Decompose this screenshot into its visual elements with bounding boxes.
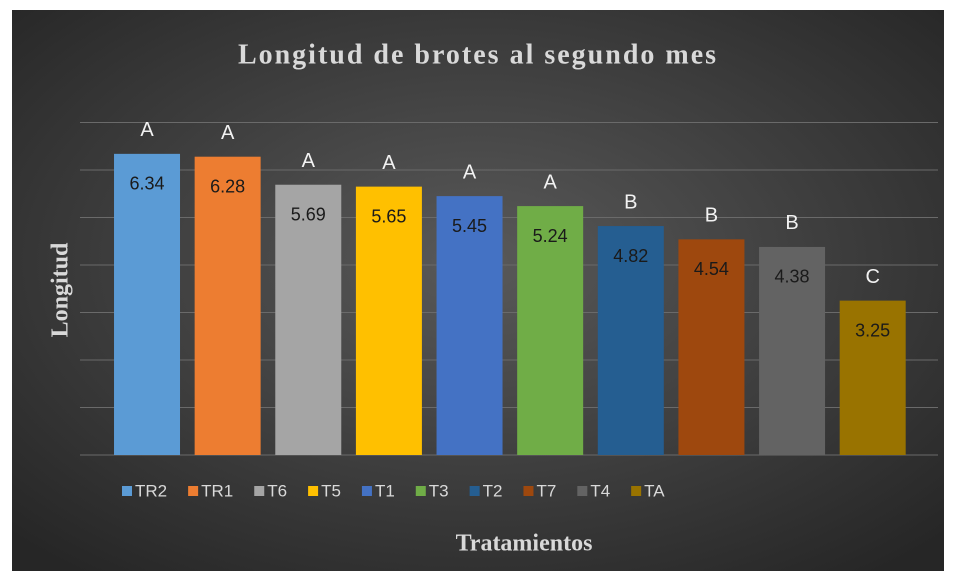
bar — [839, 300, 906, 455]
legend-label: T2 — [483, 481, 503, 500]
group-label: A — [463, 161, 477, 183]
bar — [597, 226, 664, 455]
value-label: 6.28 — [210, 176, 245, 196]
bar — [678, 239, 745, 455]
group-label: B — [624, 191, 637, 213]
legend-swatch — [523, 486, 534, 496]
legend-label: TA — [644, 481, 665, 500]
legend-swatch — [469, 486, 480, 496]
legend-swatch — [254, 486, 265, 496]
group-label: A — [302, 150, 316, 172]
legend-swatch — [361, 486, 372, 496]
bar — [355, 186, 422, 455]
legend-swatch — [577, 486, 588, 496]
value-label: 4.82 — [613, 246, 648, 266]
legend-label: T6 — [267, 481, 287, 500]
legend-swatch — [415, 486, 426, 496]
bar — [275, 184, 342, 455]
group-label: B — [705, 205, 718, 227]
value-label: 5.45 — [452, 216, 487, 236]
group-label: A — [221, 122, 235, 144]
bar — [114, 153, 181, 455]
bar — [436, 196, 503, 455]
legend-swatch — [631, 486, 642, 496]
value-label: 4.54 — [694, 259, 729, 279]
legend-label: T3 — [429, 481, 449, 500]
legend-label: T7 — [536, 481, 556, 500]
legend-label: TR2 — [135, 481, 167, 500]
legend-label: T5 — [321, 481, 341, 500]
value-label: 5.65 — [371, 206, 406, 226]
value-label: 5.69 — [291, 204, 326, 224]
group-label: A — [140, 119, 154, 141]
value-label: 3.25 — [855, 320, 890, 340]
value-label: 4.38 — [775, 267, 810, 287]
legend-swatch — [122, 486, 132, 496]
value-label: 5.24 — [533, 226, 568, 246]
legend-swatch — [188, 486, 199, 496]
group-label: A — [382, 152, 396, 174]
chart-title: Longitud de brotes al segundo mes — [238, 39, 718, 70]
group-label: B — [785, 212, 798, 234]
x-axis-label: Tratamientos — [456, 531, 593, 557]
legend-label: TR1 — [201, 481, 233, 500]
y-axis-label: Longitud — [48, 242, 74, 337]
group-label: A — [543, 171, 557, 193]
value-label: 6.34 — [129, 174, 164, 194]
bar — [759, 246, 826, 455]
legend-swatch — [308, 486, 319, 496]
legend-label: T4 — [590, 481, 610, 500]
bar — [194, 156, 261, 455]
legend-label: T1 — [375, 481, 395, 500]
bar — [517, 206, 584, 455]
group-label: C — [865, 266, 879, 288]
